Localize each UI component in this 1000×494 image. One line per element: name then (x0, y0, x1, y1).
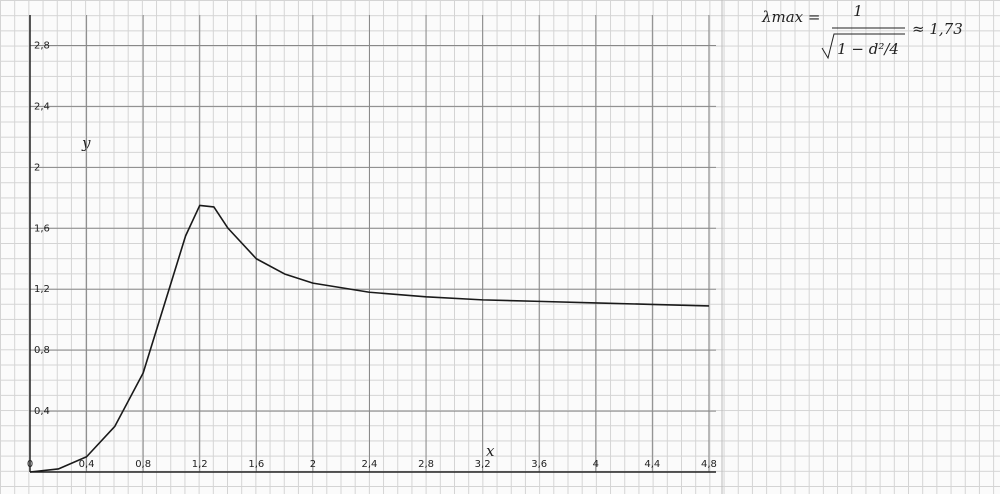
y-tick-label: 1,6 (34, 223, 50, 234)
x-tick-label: 3,2 (475, 459, 491, 470)
x-tick-label: 2,8 (418, 459, 434, 470)
y-axis-label: y (81, 134, 91, 152)
x-tick-label: 0,4 (79, 459, 95, 470)
x-tick-label: 0,8 (135, 459, 151, 470)
x-tick-label: 2 (310, 459, 316, 470)
curve (29, 204, 709, 473)
x-tick-label: 1,2 (192, 459, 208, 470)
x-tick-label: 3,6 (531, 459, 547, 470)
formula-numerator: 1 (853, 2, 863, 20)
x-tick-label: 4,8 (701, 459, 717, 470)
x-tick-label: 2,4 (362, 459, 378, 470)
x-tick-label: 4 (593, 459, 599, 470)
formula-denominator: 1 − d²/4 (837, 40, 899, 58)
sqrt-sign (821, 33, 905, 60)
formula-lhs: λmax = (761, 8, 820, 26)
x-axis-label: x (486, 442, 495, 460)
formula-result: ≈ 1,73 (912, 20, 963, 38)
y-tick-label: 2,4 (34, 101, 50, 112)
y-tick-label: 1,2 (34, 284, 50, 295)
y-tick-label: 2,8 (34, 40, 50, 51)
y-tick-label: 2 (34, 162, 40, 173)
x-tick-label: 1,6 (248, 459, 264, 470)
y-tick-label: 0,8 (34, 345, 50, 356)
y-tick-label: 0,4 (34, 406, 50, 417)
x-tick-label: 4,4 (644, 459, 660, 470)
